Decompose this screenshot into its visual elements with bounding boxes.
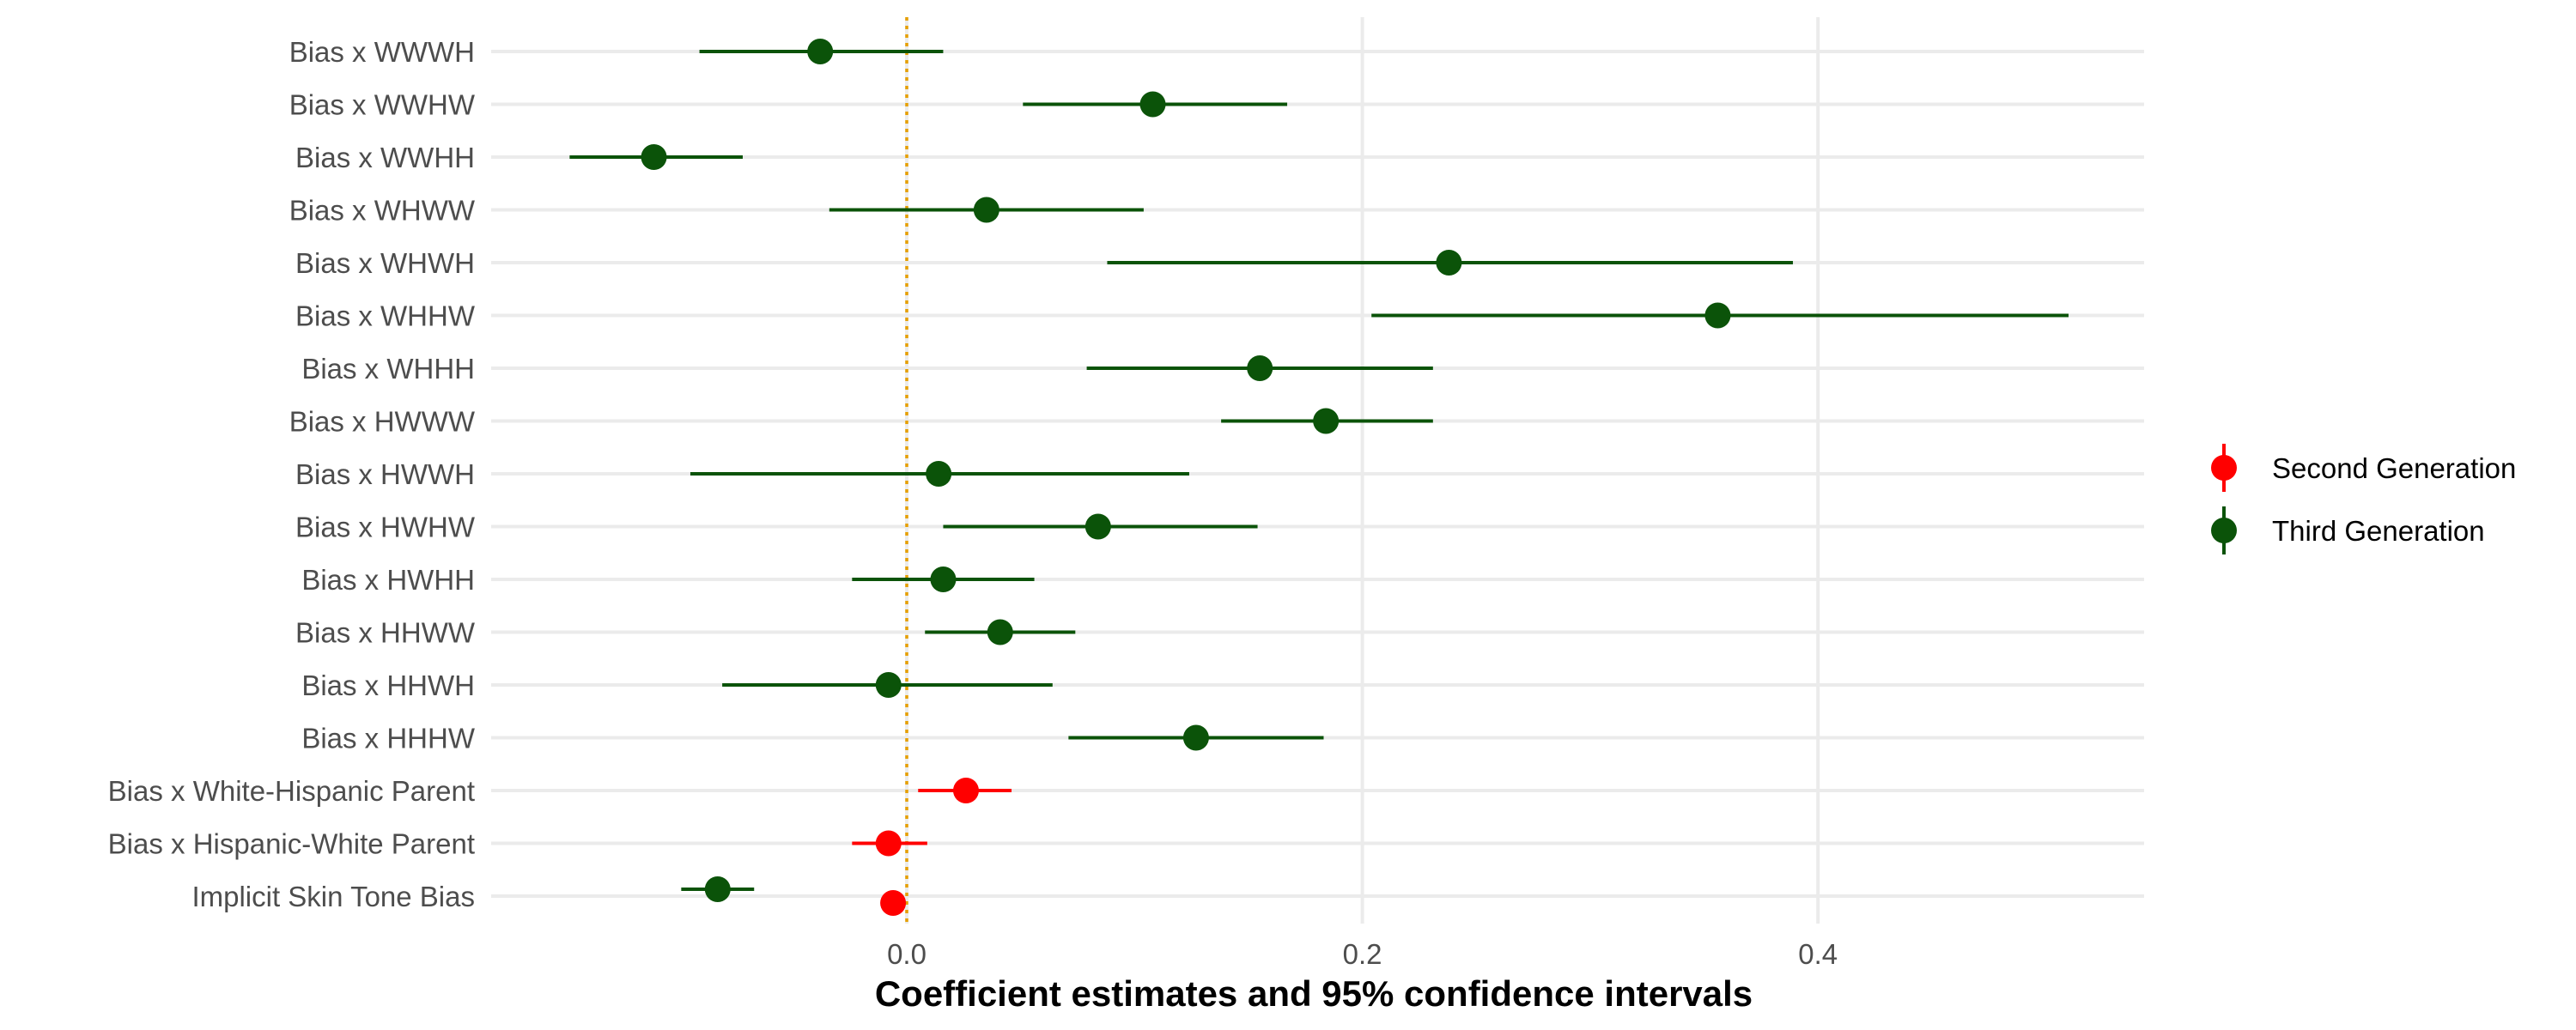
y-tick-label: Bias x HHHW (301, 723, 476, 754)
point-estimate-bias-x-hhww (987, 619, 1013, 645)
legend-label: Second Generation (2272, 452, 2516, 484)
y-tick-label: Bias x HHWW (295, 617, 476, 649)
y-tick-label: Bias x WWWH (289, 36, 475, 68)
legend: Second Generation Third Generation (2211, 444, 2516, 554)
legend-label: Third Generation (2272, 515, 2485, 547)
legend-key-point (2211, 455, 2237, 481)
point-estimate-bias-x-hwhh (930, 566, 957, 592)
x-tick-label: 0.2 (1343, 938, 1382, 970)
x-axis-label: Coefficient estimates and 95% confidence… (875, 973, 1753, 1014)
point-estimate-bias-x-whhw (1704, 302, 1731, 329)
x-tick-label: 0.4 (1798, 938, 1838, 970)
y-tick-label: Bias x White-Hispanic Parent (108, 775, 475, 807)
y-tick-label: Bias x WHWW (289, 195, 476, 227)
y-tick-label: Bias x HWWW (289, 406, 476, 438)
point-estimate-bias-x-whwh (1436, 250, 1462, 276)
point-estimate-bias-x-hispanic-white-parent (875, 830, 902, 857)
x-tick-label: 0.0 (887, 938, 927, 970)
point-estimate-bias-x-white-hispanic-parent (952, 778, 979, 803)
y-tick-label: Bias x HWHW (295, 512, 476, 543)
y-tick-label: Bias x WHWH (295, 247, 475, 279)
y-tick-label: Bias x WHHW (295, 300, 476, 332)
point-estimate-implicit-skin-tone-bias (880, 890, 907, 916)
y-tick-labels: Bias x WWWH Bias x WWHW Bias x WWHH Bias x … (108, 36, 476, 912)
point-estimate-bias-x-wwwh (807, 39, 834, 64)
y-tick-label: Bias x WWHW (289, 89, 476, 121)
point-estimate-bias-x-wwhw (1139, 91, 1166, 118)
point-estimate-bias-x-hhhw (1182, 724, 1209, 751)
y-tick-label: Bias x HWHH (301, 564, 475, 596)
marks-layer (569, 39, 2069, 916)
point-estimate-implicit-skin-tone-bias (704, 876, 731, 902)
y-tick-label: Bias x WHHH (301, 353, 475, 385)
point-estimate-bias-x-hwwh (926, 461, 952, 487)
point-estimate-bias-x-hwww (1313, 408, 1340, 434)
point-estimate-bias-x-hhwh (875, 672, 902, 698)
grid-layer (491, 17, 2144, 924)
point-estimate-bias-x-hwhw (1084, 513, 1111, 540)
y-tick-label: Bias x HWWH (295, 458, 475, 490)
y-tick-label: Bias x Hispanic-White Parent (108, 828, 475, 860)
point-estimate-bias-x-whhh (1247, 355, 1273, 381)
point-estimate-bias-x-wwhh (641, 144, 667, 170)
y-tick-label: Bias x HHWH (301, 670, 475, 701)
y-tick-label: Implicit Skin Tone Bias (191, 881, 475, 912)
y-tick-label: Bias x WWHH (295, 142, 475, 173)
point-estimate-bias-x-whww (973, 197, 999, 223)
x-tick-labels: 0.0 0.2 0.4 (887, 938, 1838, 970)
legend-key-point (2211, 518, 2237, 543)
